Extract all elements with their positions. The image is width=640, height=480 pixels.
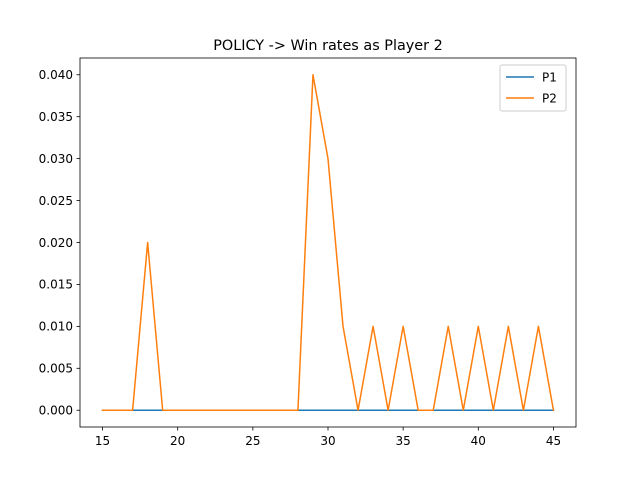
plot-area bbox=[101, 74, 555, 412]
y-tick-label: 0.040 bbox=[39, 68, 73, 82]
y-tick-label: 0.000 bbox=[39, 404, 73, 418]
plot-frame bbox=[79, 57, 577, 428]
x-tick-label: 25 bbox=[245, 434, 260, 448]
x-tick-label: 35 bbox=[396, 434, 411, 448]
series-line-p2 bbox=[101, 74, 555, 412]
x-tick-label: 15 bbox=[95, 434, 110, 448]
y-tick-label: 0.015 bbox=[39, 278, 73, 292]
x-tick-label: 20 bbox=[170, 434, 185, 448]
chart-title: POLICY -> Win rates as Player 2 bbox=[213, 38, 443, 54]
y-tick-label: 0.025 bbox=[39, 194, 73, 208]
axes: 15 20 25 30 35 40 45 0.000 0.005 0.010 0.015 0.020 0… bbox=[39, 68, 561, 448]
y-tick-label: 0.030 bbox=[39, 152, 73, 166]
legend-label-p1: P1 bbox=[542, 70, 557, 84]
x-tick-label: 30 bbox=[320, 434, 335, 448]
legend-label-p2: P2 bbox=[542, 91, 557, 105]
y-tick-label: 0.035 bbox=[39, 110, 73, 124]
legend: P1 P2 bbox=[499, 64, 567, 112]
x-tick-label: 40 bbox=[471, 434, 486, 448]
y-tick-label: 0.020 bbox=[39, 236, 73, 250]
y-tick-label: 0.005 bbox=[39, 362, 73, 376]
x-tick-label: 45 bbox=[546, 434, 561, 448]
y-tick-label: 0.010 bbox=[39, 320, 73, 334]
